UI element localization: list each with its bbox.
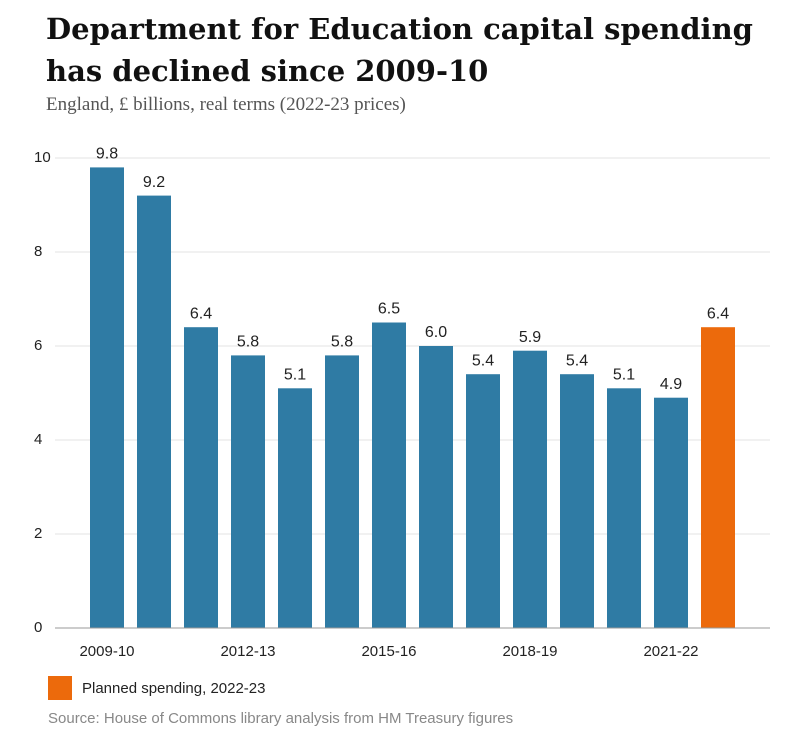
x-tick-label: 2018-19 xyxy=(502,643,557,660)
bar xyxy=(137,195,171,628)
value-label: 6.4 xyxy=(707,305,729,322)
value-label: 6.5 xyxy=(378,301,400,318)
y-tick-label: 2 xyxy=(34,525,42,542)
bar xyxy=(325,355,359,628)
value-label: 5.1 xyxy=(613,367,635,384)
bar xyxy=(419,346,453,628)
bar xyxy=(607,388,641,628)
value-label: 5.8 xyxy=(237,334,259,351)
value-label: 6.4 xyxy=(190,305,212,322)
y-tick-label: 4 xyxy=(34,431,42,448)
bar xyxy=(231,355,265,628)
bar xyxy=(372,322,406,628)
chart-subtitle: England, £ billions, real terms (2022-23… xyxy=(46,94,406,115)
value-label: 6.0 xyxy=(425,324,447,341)
bar xyxy=(466,374,500,628)
bar xyxy=(278,388,312,628)
x-tick-label: 2009-10 xyxy=(79,643,134,660)
chart-title: Department for Education capital spendin… xyxy=(46,12,753,88)
bar xyxy=(184,327,218,628)
bar xyxy=(513,350,547,628)
value-label: 9.8 xyxy=(96,146,118,163)
bar xyxy=(560,374,594,628)
bar xyxy=(90,167,124,628)
bar xyxy=(654,397,688,628)
y-tick-label: 0 xyxy=(34,619,42,636)
legend-label: Planned spending, 2022-23 xyxy=(82,680,266,697)
bar xyxy=(701,327,735,628)
value-label: 5.4 xyxy=(566,352,588,369)
value-label: 9.2 xyxy=(143,174,165,191)
y-tick-label: 10 xyxy=(34,149,51,166)
x-tick-label: 2012-13 xyxy=(220,643,275,660)
value-label: 5.9 xyxy=(519,329,541,346)
legend-swatch xyxy=(48,676,72,700)
value-label: 5.4 xyxy=(472,352,494,369)
y-tick-label: 8 xyxy=(34,243,42,260)
x-tick-label: 2015-16 xyxy=(361,643,416,660)
y-tick-label: 6 xyxy=(34,337,42,354)
x-tick-label: 2021-22 xyxy=(643,643,698,660)
value-label: 5.8 xyxy=(331,334,353,351)
value-label: 4.9 xyxy=(660,376,682,393)
source-note: Source: House of Commons library analysi… xyxy=(48,710,513,727)
value-label: 5.1 xyxy=(284,367,306,384)
